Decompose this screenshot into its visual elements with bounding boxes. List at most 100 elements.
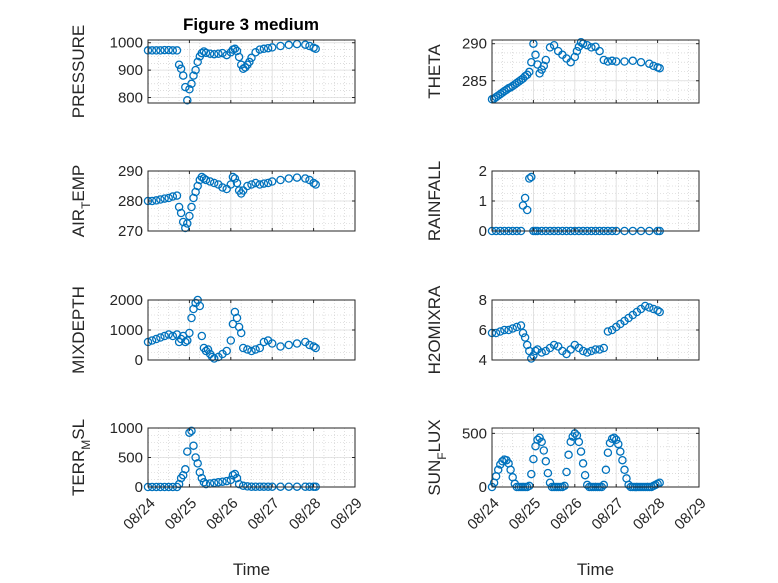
data-point [218,183,227,192]
data-point [251,48,260,57]
y-tick-label: 0 [479,223,487,240]
data-point [247,180,256,189]
data-point [189,71,198,80]
data-point [232,313,242,323]
series-markers [487,37,664,104]
y-tick-label: 285 [462,73,487,90]
data-point [201,175,211,185]
y-tick-label: 4 [479,352,487,369]
y-tick-label: 0 [135,479,143,496]
data-point [595,46,604,56]
data-point [587,346,596,356]
data-point [500,325,509,335]
data-point [209,354,219,363]
y-tick-label: 270 [118,223,143,240]
data-point [553,342,563,351]
data-point [539,446,549,455]
data-point [164,193,173,203]
data-point [611,57,621,66]
data-point [187,202,196,212]
y-axis-label: THETA [425,44,444,99]
y-tick-label: 2 [479,163,487,180]
data-point [205,49,215,58]
data-point [255,180,265,189]
data-point [207,352,217,362]
data-point [172,191,182,200]
data-point [276,41,285,51]
data-point [243,482,252,491]
data-point [628,56,638,66]
data-point [218,477,227,486]
data-point [187,79,196,89]
data-point [187,426,196,436]
x-tick-label: 08/26 [547,495,586,534]
data-point [541,457,551,466]
data-point [595,345,604,354]
data-point [156,333,165,342]
data-point [574,437,584,447]
data-point [599,343,609,353]
data-point [156,46,165,55]
data-point [599,480,609,490]
y-tick-label: 900 [118,62,143,79]
data-point [226,180,236,189]
data-point [247,346,256,356]
data-point [238,481,248,491]
y-axis-label: TERRMSL [69,419,93,496]
data-point [576,447,586,456]
y-axis-label: H2OMIXRA [425,285,444,374]
data-point [520,72,530,81]
data-point [603,448,613,457]
data-point [512,322,522,332]
data-point [537,348,546,357]
data-point [645,59,654,68]
data-point [549,340,559,350]
data-point [506,83,515,92]
panel-sun-flux: 0 500 08/24 08/25 08/26 08/27 08/28 08/29 Time SU… [425,419,710,579]
data-point [255,343,265,353]
panel-rainfall: 0 1 2 RAINFALL [425,161,700,241]
data-point [234,479,244,489]
data-point [176,208,186,218]
data-point [164,45,173,55]
data-point [263,178,273,188]
x-tick-label: 08/27 [588,495,627,534]
data-point [520,193,530,203]
data-point [614,439,623,449]
data-point [522,205,532,215]
data-point [655,63,664,73]
data-point [525,174,534,183]
data-point [292,339,302,348]
data-point [527,469,536,479]
x-axis-label: Time [233,560,270,579]
y-tick-label: 1000 [110,35,143,52]
data-point [611,435,621,445]
data-point [230,174,240,183]
data-point [195,468,205,477]
data-point [168,331,178,341]
data-point [284,340,294,350]
data-point [311,180,320,189]
data-point [234,52,244,62]
y-axis-label: AIRTEMP [69,165,93,238]
data-point [570,52,580,62]
data-point [152,46,161,55]
data-point [267,43,277,52]
axes-box [147,39,356,104]
data-point [251,345,260,354]
data-point [222,346,231,356]
data-point [168,46,178,55]
data-point [228,172,238,182]
data-point [587,43,596,52]
data-point [533,435,542,445]
data-point [183,96,192,105]
x-tick-label: 08/25 [162,495,201,534]
data-point [189,441,198,450]
data-point [185,211,194,221]
data-point [160,331,169,341]
y-tick-label: 290 [118,163,143,180]
data-point [566,437,575,447]
data-point [292,173,302,182]
data-point [276,342,285,351]
